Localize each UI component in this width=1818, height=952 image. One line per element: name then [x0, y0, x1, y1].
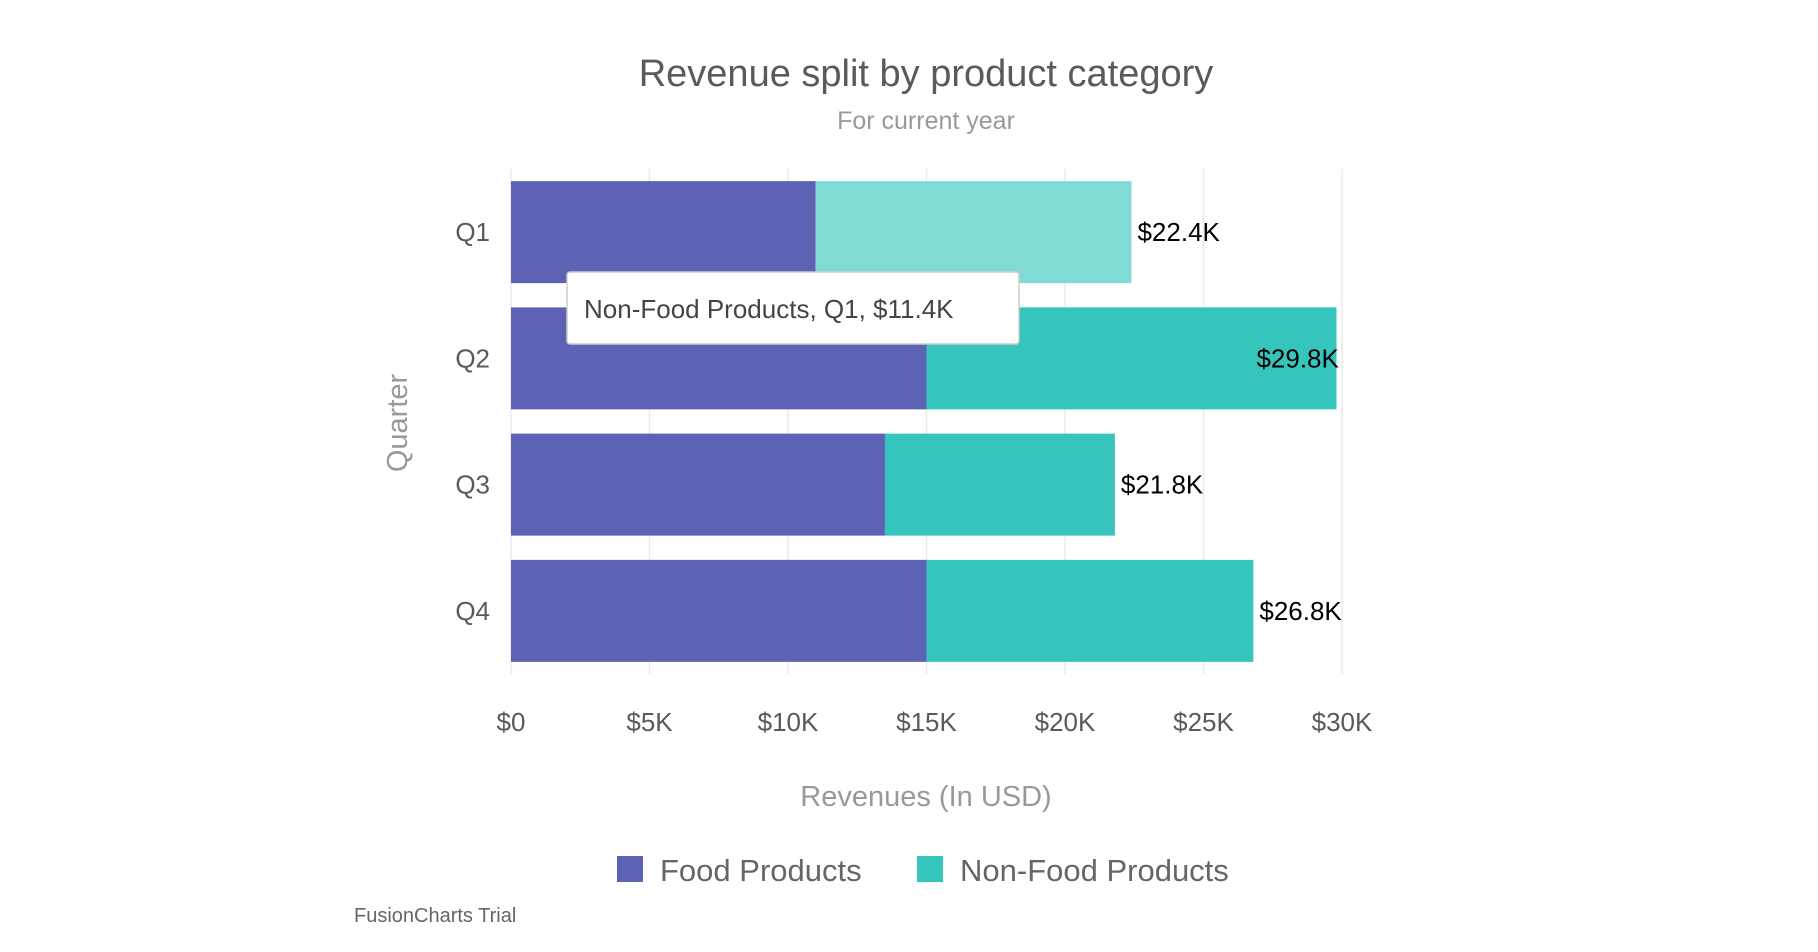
- total-data-label: $26.8K: [1259, 596, 1342, 626]
- x-tick-label: $5K: [626, 707, 673, 737]
- x-tick-label: $15K: [896, 707, 957, 737]
- legend-item-label[interactable]: Non-Food Products: [960, 853, 1229, 888]
- bar-food-products-q4[interactable]: [511, 559, 927, 662]
- legend-item-label[interactable]: Food Products: [660, 853, 862, 888]
- bar-food-products-q1[interactable]: [511, 181, 816, 284]
- bar-food-products-q3[interactable]: [511, 433, 885, 536]
- bar-non-food-products-q1[interactable]: [815, 181, 1132, 284]
- y-tick-label: Q4: [455, 596, 490, 626]
- total-data-label: $22.4K: [1137, 217, 1220, 247]
- x-axis-title: Revenues (In USD): [800, 781, 1051, 813]
- y-axis-title: Quarter: [382, 374, 414, 473]
- x-tick-label: $30K: [1312, 707, 1373, 737]
- y-tick-label: Q3: [455, 470, 490, 500]
- x-tick-label: $10K: [758, 707, 819, 737]
- y-tick-label: Q1: [455, 217, 490, 247]
- x-tick-label: $25K: [1173, 707, 1234, 737]
- total-data-label: $29.8K: [1256, 343, 1339, 373]
- legend-swatch[interactable]: [917, 856, 943, 882]
- x-tick-label: $0: [497, 707, 526, 737]
- chart-subtitle: For current year: [837, 107, 1015, 135]
- tooltip: Non-Food Products, Q1, $11.4K: [566, 271, 1020, 345]
- chart-title: Revenue split by product category: [639, 53, 1214, 95]
- legend-swatch[interactable]: [617, 856, 643, 882]
- bar-non-food-products-q3[interactable]: [884, 433, 1115, 536]
- watermark: FusionCharts Trial: [354, 905, 516, 927]
- bar-non-food-products-q4[interactable]: [926, 559, 1254, 662]
- x-tick-label: $20K: [1035, 707, 1096, 737]
- y-tick-label: Q2: [455, 343, 490, 373]
- tooltip-text: Non-Food Products, Q1, $11.4K: [584, 294, 954, 324]
- total-data-label: $21.8K: [1121, 470, 1204, 500]
